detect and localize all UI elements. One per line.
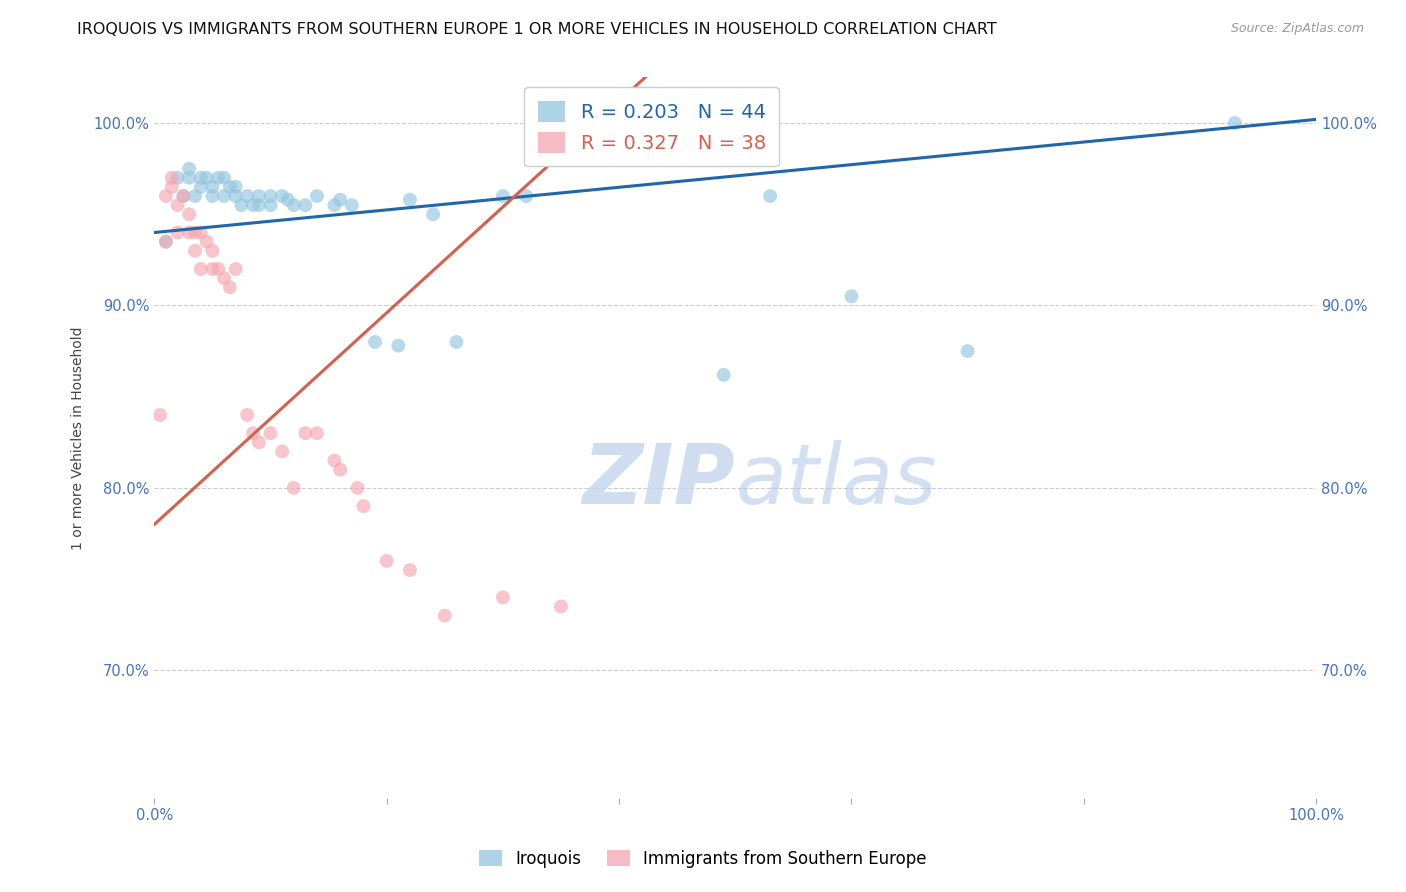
Point: [1223, 116, 1246, 130]
Point: [160, 180, 183, 194]
Point: [329, 193, 352, 207]
Point: [155, 189, 177, 203]
Text: atlas: atlas: [735, 441, 936, 522]
Point: [172, 189, 194, 203]
Point: [433, 608, 456, 623]
Text: IROQUOIS VS IMMIGRANTS FROM SOUTHERN EUROPE 1 OR MORE VEHICLES IN HOUSEHOLD CORR: IROQUOIS VS IMMIGRANTS FROM SOUTHERN EUR…: [77, 22, 997, 37]
Point: [271, 189, 294, 203]
Point: [218, 180, 240, 194]
Point: [242, 426, 264, 441]
Point: [212, 189, 235, 203]
Point: [294, 426, 316, 441]
Y-axis label: 1 or more Vehicles in Household: 1 or more Vehicles in Household: [72, 326, 86, 549]
Point: [492, 591, 515, 605]
Point: [160, 170, 183, 185]
Point: [190, 180, 212, 194]
Point: [195, 170, 218, 185]
Point: [179, 161, 201, 176]
Point: [236, 189, 259, 203]
Point: [283, 481, 305, 495]
Point: [841, 289, 863, 303]
Point: [713, 368, 735, 382]
Point: [201, 244, 224, 258]
Point: [346, 481, 368, 495]
Point: [155, 235, 177, 249]
Point: [179, 207, 201, 221]
Point: [225, 189, 247, 203]
Point: [172, 189, 194, 203]
Text: Source: ZipAtlas.com: Source: ZipAtlas.com: [1230, 22, 1364, 36]
Point: [184, 226, 207, 240]
Point: [242, 198, 264, 212]
Point: [259, 426, 281, 441]
Point: [247, 435, 270, 450]
Point: [387, 338, 409, 352]
Point: [184, 244, 207, 258]
Point: [956, 344, 979, 359]
Point: [231, 198, 253, 212]
Point: [323, 453, 346, 467]
Point: [201, 262, 224, 277]
Point: [166, 170, 188, 185]
Point: [184, 189, 207, 203]
Point: [195, 235, 218, 249]
Point: [190, 170, 212, 185]
Point: [422, 207, 444, 221]
Point: [247, 189, 270, 203]
Point: [329, 463, 352, 477]
Point: [294, 198, 316, 212]
Point: [340, 198, 363, 212]
Point: [218, 280, 240, 294]
Point: [305, 426, 328, 441]
Point: [207, 170, 229, 185]
Text: ZIP: ZIP: [582, 441, 735, 522]
Point: [149, 408, 172, 422]
Point: [166, 198, 188, 212]
Point: [364, 334, 387, 349]
Point: [446, 334, 468, 349]
Point: [323, 198, 346, 212]
Point: [375, 554, 398, 568]
Point: [201, 189, 224, 203]
Point: [179, 170, 201, 185]
Point: [550, 599, 572, 614]
Legend: R = 0.203   N = 44, R = 0.327   N = 38: R = 0.203 N = 44, R = 0.327 N = 38: [524, 87, 779, 167]
Point: [212, 271, 235, 285]
Point: [247, 198, 270, 212]
Point: [190, 226, 212, 240]
Point: [492, 189, 515, 203]
Point: [283, 198, 305, 212]
Point: [277, 193, 299, 207]
Point: [212, 170, 235, 185]
Point: [399, 193, 422, 207]
Point: [259, 198, 281, 212]
Point: [225, 262, 247, 277]
Point: [399, 563, 422, 577]
Point: [179, 226, 201, 240]
Point: [225, 180, 247, 194]
Point: [166, 226, 188, 240]
Point: [155, 235, 177, 249]
Point: [305, 189, 328, 203]
Point: [352, 499, 374, 513]
Point: [759, 189, 782, 203]
Point: [201, 180, 224, 194]
Point: [271, 444, 294, 458]
Point: [207, 262, 229, 277]
Point: [259, 189, 281, 203]
Point: [236, 408, 259, 422]
Point: [515, 189, 537, 203]
Point: [190, 262, 212, 277]
Legend: Iroquois, Immigrants from Southern Europe: Iroquois, Immigrants from Southern Europ…: [472, 844, 934, 875]
